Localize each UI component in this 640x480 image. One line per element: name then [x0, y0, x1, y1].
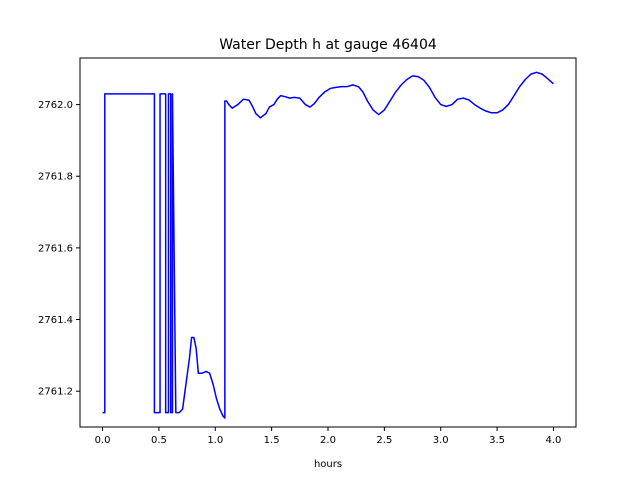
y-tick-label: 2761.8: [38, 172, 73, 183]
x-tick-label: 3.0: [433, 435, 449, 446]
x-tick-label: 2.0: [320, 435, 336, 446]
y-tick-label: 2761.6: [38, 243, 73, 254]
x-tick-label: 1.5: [264, 435, 280, 446]
x-tick-label: 4.0: [546, 435, 562, 446]
y-axis: 2761.2 2761.4 2761.6 2761.8 2762.0: [38, 100, 80, 398]
x-tick-label: 0.5: [151, 435, 167, 446]
plot-area: [79, 57, 577, 428]
chart-title: Water Depth h at gauge 46404: [219, 37, 437, 53]
y-tick-label: 2761.4: [38, 315, 73, 326]
series-line-0: [102, 71, 554, 419]
x-tick-label: 0.0: [95, 435, 111, 446]
x-axis-label: hours: [314, 459, 342, 470]
y-tick-label: 2761.2: [38, 387, 73, 398]
x-tick-label: 1.0: [207, 435, 223, 446]
x-tick-label: 2.5: [376, 435, 392, 446]
x-tick-label: 3.5: [489, 435, 505, 446]
y-tick-label: 2762.0: [38, 100, 73, 111]
x-axis: 0.0 0.5 1.0 1.5 2.0 2.5 3.0 3.5 4.0: [95, 427, 562, 446]
